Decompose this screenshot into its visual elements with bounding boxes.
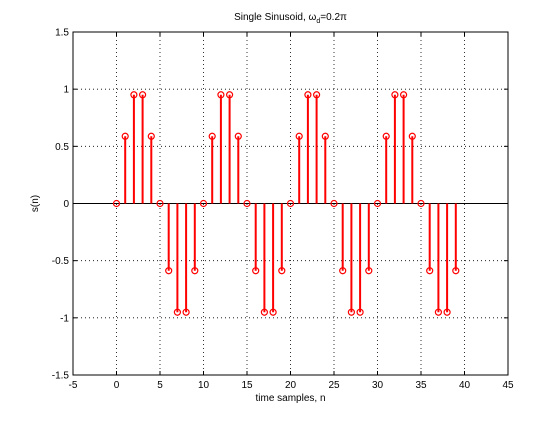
x-tick-label: 25	[328, 380, 340, 391]
stem-marker	[339, 267, 347, 275]
stem-marker	[426, 267, 434, 275]
y-tick-label: 1.5	[55, 28, 69, 39]
stem-marker	[278, 267, 286, 275]
stem-marker	[408, 132, 416, 140]
stem-marker	[234, 132, 242, 140]
x-tick-label: 15	[241, 380, 253, 391]
stem-marker	[147, 132, 155, 140]
y-tick-label: 0	[63, 199, 69, 210]
stem-marker	[112, 199, 121, 208]
stem-marker	[286, 199, 295, 208]
stem-marker	[382, 132, 390, 140]
stem-marker	[130, 91, 138, 99]
stem-marker	[208, 132, 216, 140]
stem-marker	[313, 91, 321, 99]
stem-marker	[321, 132, 329, 140]
x-tick-label: 5	[157, 380, 163, 391]
stem-marker	[156, 199, 164, 208]
stem-marker	[417, 199, 425, 208]
stem-marker	[182, 308, 190, 316]
y-tick-label: 1	[63, 85, 69, 96]
stem-marker	[391, 91, 399, 99]
y-tick-label: -0.5	[52, 256, 70, 267]
stem-marker	[434, 308, 442, 316]
stem-marker	[226, 91, 234, 99]
stems	[112, 91, 460, 316]
x-tick-label: 30	[372, 380, 384, 391]
stem-marker	[217, 91, 225, 99]
x-axis-label: time samples, n	[255, 393, 325, 404]
stem-marker	[365, 267, 373, 275]
x-tick-label: 40	[459, 380, 471, 391]
x-tick-label: 45	[502, 380, 514, 391]
stem-marker	[173, 308, 181, 316]
x-tick-label: 20	[285, 380, 297, 391]
stem-marker	[452, 267, 460, 275]
x-tick-label: 0	[114, 380, 120, 391]
stem-marker	[269, 308, 277, 316]
stem-marker	[252, 267, 260, 275]
stem-marker	[121, 132, 129, 140]
stem-marker	[139, 91, 147, 99]
stem-marker	[199, 199, 208, 208]
x-tick-label: -5	[69, 380, 78, 391]
stem-marker	[347, 308, 355, 316]
x-tick-label: 35	[415, 380, 427, 391]
stem-marker	[356, 308, 364, 316]
y-tick-label: -1.5	[52, 371, 70, 382]
stem-marker	[165, 267, 173, 275]
stem-marker	[260, 308, 268, 316]
stem-marker	[330, 199, 338, 208]
stem-marker	[400, 91, 408, 99]
y-tick-label: -1	[60, 313, 69, 324]
x-tick-label: 10	[198, 380, 210, 391]
stem-marker	[304, 91, 312, 99]
stem-marker	[443, 308, 451, 316]
tick-labels: -5 0 5 10 15 20 25 30 35 40 45 -1.5 -1 -0.5 0 0.5 1 1.5	[52, 28, 514, 392]
stem-marker	[243, 199, 251, 208]
stem-marker	[295, 132, 303, 140]
y-axis-label: s(n)	[30, 195, 41, 212]
tick-marks	[72, 31, 509, 376]
stem-marker	[373, 199, 382, 208]
chart-title: Single Sinusoid, ωd=0.2π	[234, 12, 347, 25]
y-tick-label: 0.5	[55, 142, 69, 153]
stem-marker	[191, 267, 199, 275]
